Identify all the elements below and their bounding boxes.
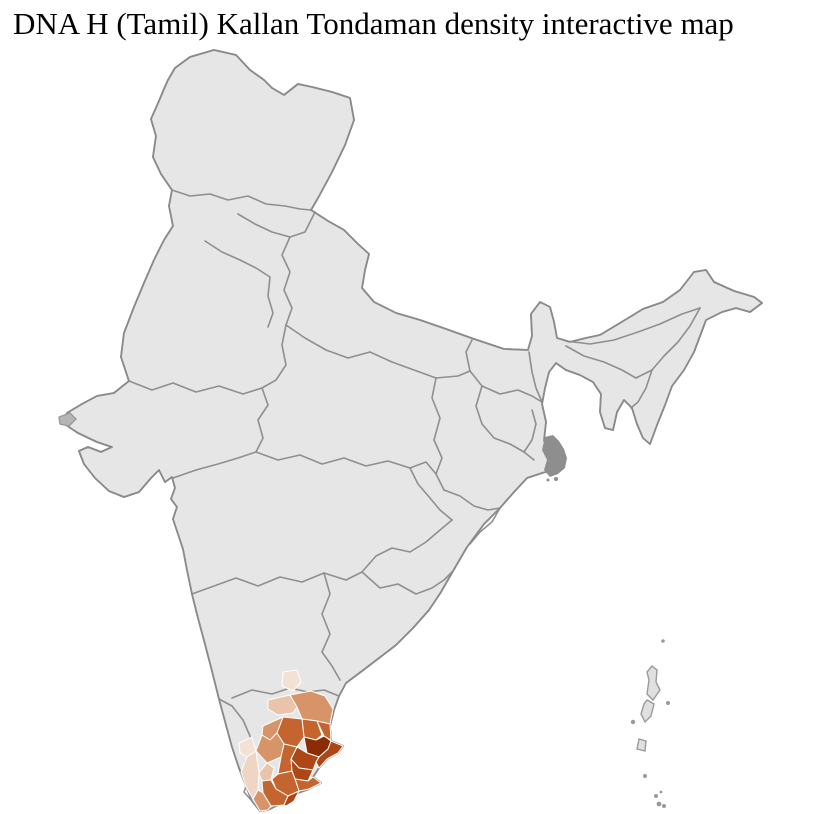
density-region[interactable]: [316, 720, 332, 741]
density-region[interactable]: [252, 789, 272, 812]
density-region[interactable]: [255, 732, 285, 764]
island-dot: [654, 794, 658, 798]
district-mesh-overlay: [62, 49, 763, 812]
density-region[interactable]: [283, 790, 300, 807]
island-dot: [630, 719, 636, 725]
island: [646, 665, 661, 702]
andaman-nicobar-islands: [58, 412, 670, 808]
density-choropleth: [238, 669, 344, 812]
island: [640, 699, 655, 724]
page-title: DNA H (Tamil) Kallan Tondaman density in…: [13, 6, 734, 41]
island-dot: [662, 804, 666, 808]
island-dot: [661, 639, 665, 643]
island-dot: [659, 790, 663, 794]
island-dot: [656, 801, 662, 807]
delta-patch: [542, 435, 567, 482]
india-land[interactable]: [62, 49, 763, 812]
density-region[interactable]: [281, 669, 302, 692]
island-dot: [666, 701, 670, 705]
island-dot: [643, 774, 647, 778]
density-region[interactable]: [315, 740, 344, 769]
island: [636, 738, 647, 752]
density-region[interactable]: [258, 762, 275, 782]
west-coast-island: [58, 412, 77, 427]
